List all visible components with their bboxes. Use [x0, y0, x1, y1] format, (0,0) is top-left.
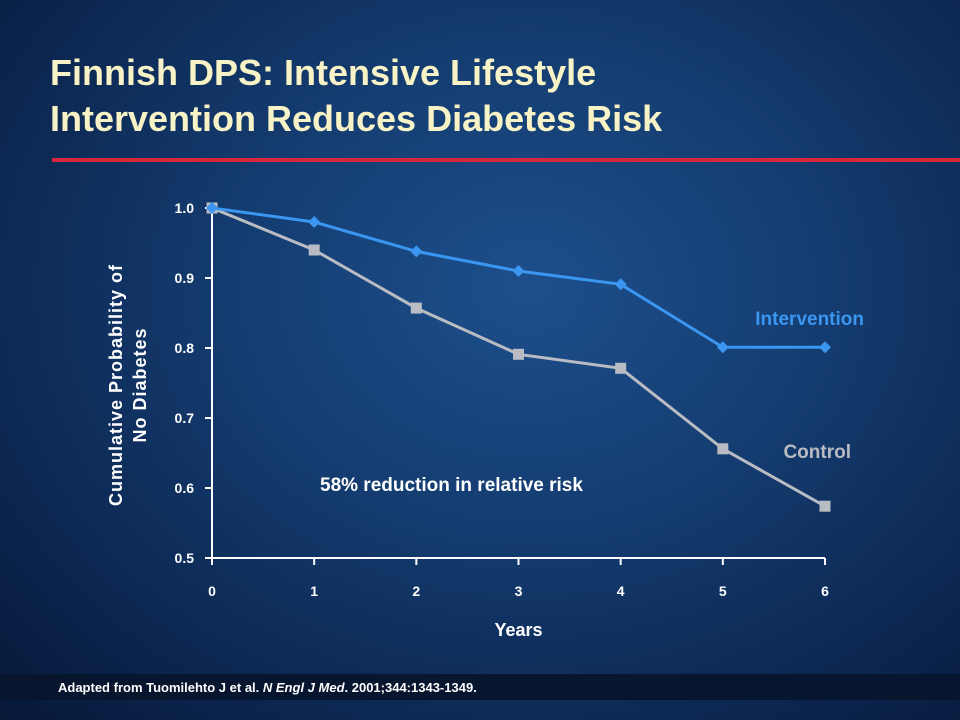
source-citation: Adapted from Tuomilehto J et al. N Engl … — [58, 680, 477, 695]
x-tick-label: 1 — [310, 583, 318, 599]
y-axis-title: Cumulative Probability of No Diabetes — [106, 264, 150, 506]
intervention-series-label: Intervention — [755, 309, 864, 330]
x-tick-label: 2 — [412, 583, 420, 599]
intervention-data-point — [308, 216, 321, 228]
source-prefix: Adapted from Tuomilehto J et al. — [58, 680, 263, 695]
y-tick-label: 0.9 — [175, 270, 195, 286]
intervention-data-point — [819, 341, 831, 354]
control-data-point — [819, 500, 831, 512]
relative-risk-annotation: 58% reduction in relative risk — [320, 475, 583, 496]
slide-title: Finnish DPS: Intensive Lifestyle Interve… — [50, 50, 910, 142]
x-tick-label: 0 — [208, 583, 216, 599]
chart-labels: 0.5 0.6 0.7 0.8 0.9 1.0 0 1 2 3 4 5 6 Years Cumulative… — [106, 200, 864, 640]
y-tick-label: 0.8 — [175, 340, 195, 356]
intervention-data-point — [206, 202, 218, 214]
control-data-point — [513, 348, 524, 360]
y-axis-title-line-1: Cumulative Probability of — [106, 264, 126, 506]
y-tick-label: 0.7 — [175, 410, 195, 426]
x-axis-title: Years — [494, 620, 542, 640]
intervention-data-point — [512, 265, 525, 277]
control-data-point — [308, 244, 320, 256]
chart-axes — [205, 206, 826, 565]
control-data-point — [410, 302, 422, 314]
footer-bar — [0, 674, 960, 700]
y-axis-title-line-2: No Diabetes — [130, 327, 150, 442]
line-chart: 0.5 0.6 0.7 0.8 0.9 1.0 0 1 2 3 4 5 6 Years Cumulative… — [106, 200, 864, 640]
y-tick-label: 0.6 — [175, 480, 195, 496]
x-tick-label: 5 — [719, 583, 727, 599]
source-suffix: . 2001;344:1343-1349. — [344, 680, 477, 695]
control-data-point — [717, 443, 729, 455]
intervention-data-point — [614, 278, 627, 291]
intervention-data-point — [410, 245, 423, 258]
x-tick-label: 4 — [617, 583, 625, 599]
intervention-series-line — [211, 206, 825, 349]
x-tick-label: 6 — [821, 583, 829, 599]
chart-series — [206, 202, 831, 512]
control-data-point — [615, 362, 627, 374]
y-tick-label: 1.0 — [175, 200, 195, 216]
intervention-data-point — [716, 341, 729, 354]
title-accent-rule — [52, 158, 960, 162]
title-line-1: Finnish DPS: Intensive Lifestyle — [50, 52, 597, 93]
control-series-label: Control — [783, 442, 851, 463]
x-tick-label: 3 — [515, 583, 523, 599]
title-line-2: Intervention Reduces Diabetes Risk — [50, 98, 663, 139]
source-journal: N Engl J Med — [262, 680, 345, 695]
y-tick-label: 0.5 — [175, 550, 195, 566]
